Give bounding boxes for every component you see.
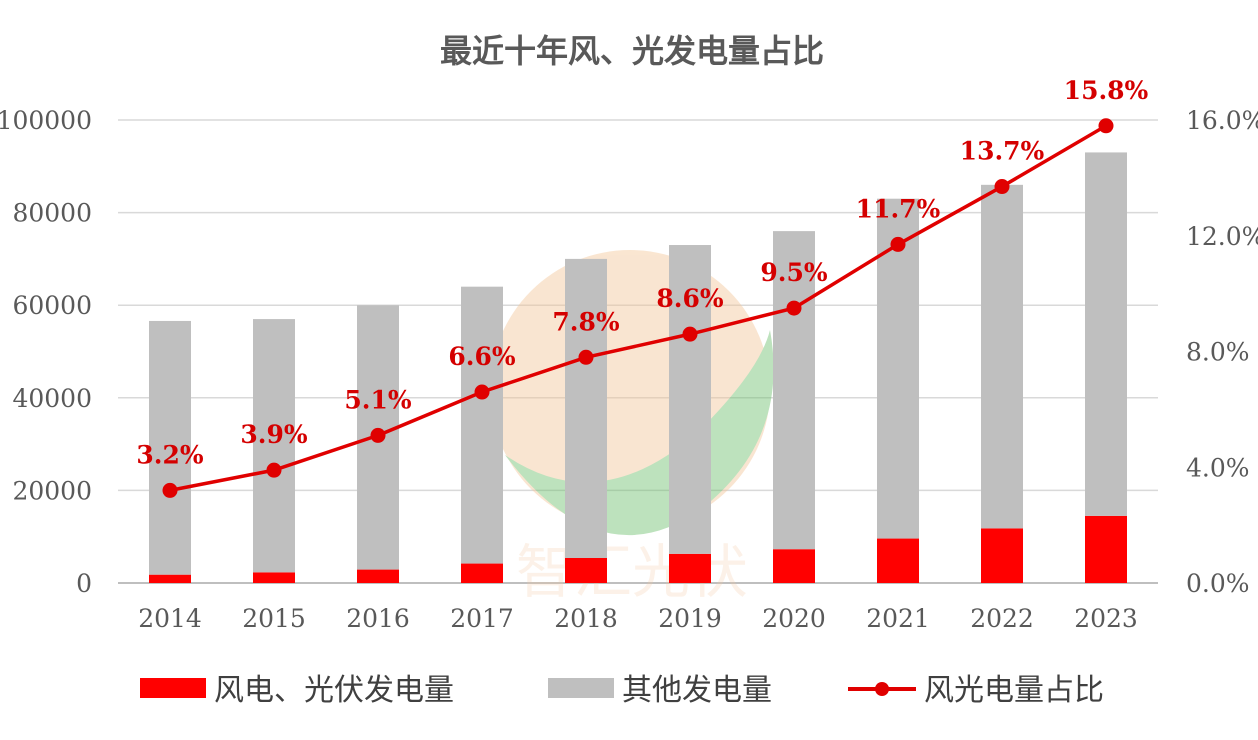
- x-tick-label: 2021: [866, 604, 930, 633]
- data-label-share: 15.8%: [1064, 76, 1149, 105]
- bar-other: [669, 245, 711, 554]
- y-axis-right: 0.0% 4.0% 8.0% 12.0% 16.0%: [1186, 106, 1258, 598]
- bar-other: [565, 258, 607, 558]
- x-tick-label: 2017: [450, 604, 514, 633]
- line-point-share: [994, 179, 1010, 195]
- y-left-tick-label: 0: [76, 569, 92, 598]
- y-left-tick-label: 100000: [0, 106, 92, 135]
- line-point-share: [786, 300, 802, 316]
- x-tick-label: 2022: [970, 604, 1034, 633]
- line-point-share: [682, 326, 698, 342]
- bar-other: [461, 286, 503, 564]
- data-label-share: 9.5%: [760, 258, 827, 287]
- bar-wind-solar: [981, 528, 1023, 583]
- bar-wind-solar: [253, 572, 295, 583]
- data-label-share: 11.7%: [856, 194, 941, 223]
- line-point-share: [1098, 118, 1114, 134]
- data-label-share: 8.6%: [656, 284, 723, 313]
- legend-swatch-other: [548, 678, 614, 698]
- data-label-share: 6.6%: [448, 342, 515, 371]
- legend-label-other: 其他发电量: [622, 673, 772, 708]
- legend-label-wind-solar: 风电、光伏发电量: [214, 673, 454, 708]
- legend: 风电、光伏发电量 其他发电量 风光电量占比: [140, 673, 1104, 708]
- line-point-share: [162, 482, 178, 498]
- line-layer: 3.2% 3.9% 5.1% 6.6% 7.8% 8.6% 9.5% 11.7% 13.7% 15…: [136, 76, 1149, 498]
- y-left-tick-label: 20000: [12, 476, 92, 505]
- y-right-tick-label: 0.0%: [1186, 569, 1250, 598]
- line-point-share: [474, 384, 490, 400]
- chart-title: 最近十年风、光发电量占比: [440, 32, 824, 70]
- line-point-share: [370, 427, 386, 443]
- line-point-share: [578, 349, 594, 365]
- y-right-tick-label: 16.0%: [1186, 106, 1258, 135]
- bar-wind-solar: [877, 538, 919, 583]
- x-tick-label: 2014: [138, 604, 202, 633]
- bar-wind-solar: [773, 549, 815, 583]
- legend-swatch-wind-solar: [140, 678, 206, 698]
- bar-wind-solar: [565, 557, 607, 583]
- y-right-tick-label: 12.0%: [1186, 222, 1258, 251]
- line-share: [169, 124, 1107, 493]
- legend-marker-share: [875, 682, 889, 696]
- bar-other: [877, 198, 919, 539]
- watermark-logo: 智汇光伏: [490, 250, 774, 606]
- line-point-share: [890, 236, 906, 252]
- bar-other: [1085, 152, 1127, 516]
- bar-other: [981, 184, 1023, 529]
- x-tick-label: 2019: [658, 604, 722, 633]
- y-left-tick-label: 80000: [12, 199, 92, 228]
- x-tick-label: 2015: [242, 604, 306, 633]
- data-label-share: 13.7%: [960, 137, 1045, 166]
- data-label-share: 3.9%: [240, 420, 307, 449]
- x-tick-label: 2016: [346, 604, 410, 633]
- bar-other: [773, 231, 815, 550]
- legend-label-share: 风光电量占比: [924, 673, 1104, 708]
- y-right-tick-label: 4.0%: [1186, 453, 1250, 482]
- line-point-share: [266, 462, 282, 478]
- bar-wind-solar: [1085, 515, 1127, 583]
- data-label-share: 7.8%: [552, 307, 619, 336]
- y-left-tick-label: 60000: [12, 291, 92, 320]
- x-tick-label: 2020: [762, 604, 826, 633]
- y-left-tick-label: 40000: [12, 384, 92, 413]
- x-tick-label: 2018: [554, 604, 618, 633]
- y-axis-left: 0 20000 40000 60000 80000 100000: [0, 106, 92, 598]
- bar-other: [253, 319, 295, 573]
- data-label-share: 5.1%: [344, 385, 411, 414]
- bar-wind-solar: [149, 574, 191, 583]
- bar-wind-solar: [357, 569, 399, 583]
- bar-wind-solar: [461, 563, 503, 583]
- bars-layer: [149, 152, 1127, 583]
- x-tick-label: 2023: [1074, 604, 1138, 633]
- bar-wind-solar: [669, 553, 711, 583]
- watermark-text: 智汇光伏: [516, 538, 748, 606]
- y-right-tick-label: 8.0%: [1186, 338, 1250, 367]
- x-axis: 2014 2015 2016 2017 2018 2019 2020 2021 2022 2023: [138, 604, 1138, 633]
- bar-other: [149, 320, 191, 575]
- data-label-share: 3.2%: [136, 440, 203, 469]
